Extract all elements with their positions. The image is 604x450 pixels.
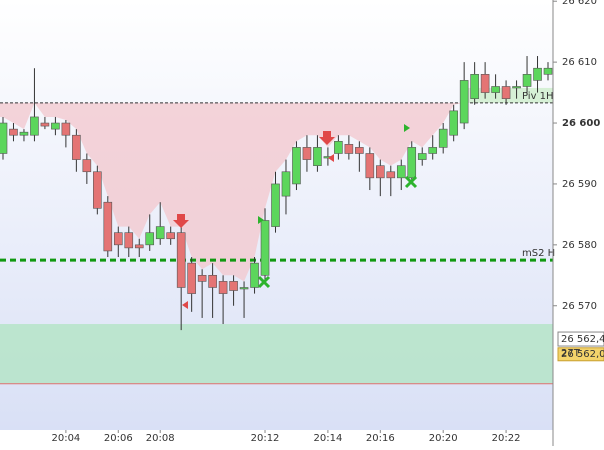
y-tick-label: 26 620 xyxy=(562,0,597,7)
candle-body xyxy=(187,262,196,294)
pivot-area xyxy=(0,102,465,282)
candle-body xyxy=(72,134,81,160)
candle-body xyxy=(40,122,50,127)
candle-body xyxy=(386,171,396,179)
candle-body xyxy=(417,153,427,160)
candle-body xyxy=(250,262,259,288)
candle-body xyxy=(438,128,448,148)
price-label: 26 562,4 xyxy=(561,334,604,345)
candle-body xyxy=(145,232,155,246)
level-label: Piv 1H xyxy=(522,91,554,102)
x-tick-label: 20:22 xyxy=(492,433,521,444)
candle-body xyxy=(271,183,280,227)
x-tick-label: 20:14 xyxy=(313,433,342,444)
x-tick-label: 20:16 xyxy=(366,433,395,444)
candle-body xyxy=(19,131,29,136)
x-tick-label: 20:12 xyxy=(251,433,280,444)
candle-body xyxy=(407,147,417,179)
candle-body xyxy=(313,147,322,166)
cross-marker xyxy=(257,275,271,289)
level-label: mS2 H xyxy=(522,248,555,259)
candle-body xyxy=(51,122,60,130)
candle-body xyxy=(218,281,228,294)
candle-body xyxy=(428,147,438,154)
candle-body xyxy=(533,67,542,81)
candle-body xyxy=(355,147,364,154)
candle-body xyxy=(501,86,511,99)
candle-body xyxy=(82,159,92,173)
candle-body xyxy=(376,165,385,179)
x-tick-label: 20:06 xyxy=(104,433,133,444)
candle-body xyxy=(134,244,144,249)
candle-body xyxy=(124,232,134,249)
y-tick-label: 26 580 xyxy=(562,240,597,251)
candle-body xyxy=(396,165,406,179)
candle-body xyxy=(260,220,270,276)
candle-body xyxy=(543,67,553,75)
price-label-box xyxy=(557,347,604,362)
candle-body xyxy=(229,281,238,291)
sell-arrow xyxy=(319,131,335,145)
sell-arrow xyxy=(173,214,189,228)
candle-body xyxy=(292,147,301,185)
price-label: 26 562,0 xyxy=(561,349,604,360)
cross-marker xyxy=(404,175,418,189)
candle-body xyxy=(9,128,18,136)
left-marker xyxy=(182,301,188,309)
y-tick-label: 26 570 xyxy=(562,301,597,312)
x-tick-label: 20:20 xyxy=(429,433,458,444)
candle-body xyxy=(155,226,165,240)
left-marker xyxy=(328,154,334,162)
y-tick-label: 26 590 xyxy=(562,179,597,190)
candle-body xyxy=(334,141,343,154)
zone xyxy=(0,324,553,384)
y-tick-label: 26 600 xyxy=(562,118,600,129)
candle-body xyxy=(113,232,123,246)
x-tick-label: 20:04 xyxy=(51,433,80,444)
price-label-box xyxy=(557,331,604,347)
countdown: 27T xyxy=(561,348,581,359)
candle-body xyxy=(302,147,312,160)
candle-body xyxy=(449,110,458,136)
candle-body xyxy=(512,86,521,89)
candle-body xyxy=(93,171,102,209)
candle-body xyxy=(61,122,71,136)
candle-body xyxy=(459,80,469,124)
candle-body xyxy=(176,232,186,288)
y-tick-label: 26 610 xyxy=(562,57,597,68)
candle-body xyxy=(470,74,479,99)
candle-body xyxy=(281,171,291,197)
candle-body xyxy=(522,74,532,87)
x-tick-label: 20:08 xyxy=(146,433,175,444)
axis-background xyxy=(553,0,604,446)
candle-body xyxy=(0,122,8,154)
candle-body xyxy=(197,274,207,282)
candle-body xyxy=(208,274,217,288)
x-axis-background xyxy=(0,430,553,446)
candle-body xyxy=(103,201,113,252)
candle-body xyxy=(30,116,39,136)
candle-body xyxy=(166,232,175,240)
candle-body xyxy=(480,74,490,93)
candle-body xyxy=(365,153,375,179)
candle-body xyxy=(491,86,500,93)
candle-body xyxy=(344,144,354,154)
candle-body xyxy=(239,287,249,290)
right-marker xyxy=(258,216,264,224)
right-marker xyxy=(404,124,410,132)
